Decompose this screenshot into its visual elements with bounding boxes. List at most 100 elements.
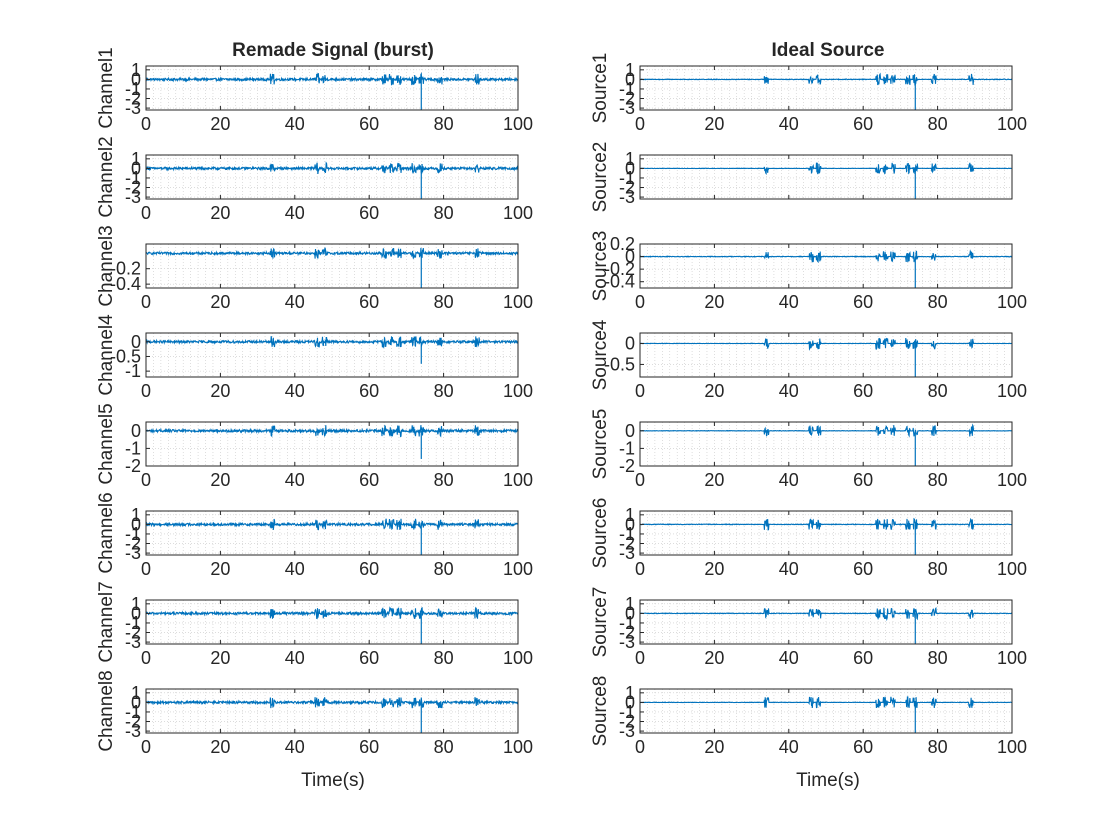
right-panel-3-x-tick-label: 80 <box>928 292 948 312</box>
right-panel-4-x-tick-label: 20 <box>704 381 724 401</box>
left-panel-1-y-tick-label: -1 <box>125 79 141 99</box>
right-panel-3-series-line <box>639 249 1013 264</box>
right-panel-7-y-tick-label: -2 <box>619 623 635 643</box>
right-panel-3-x-tick-label: 40 <box>779 292 799 312</box>
left-panel-4-x-tick-label: 0 <box>141 381 151 401</box>
left-panel-5-axes-frame <box>145 421 519 467</box>
right-panel-2-axes-frame <box>639 154 1013 200</box>
left-panel-5-x-tick-label: 0 <box>141 470 151 490</box>
right-panel-8-x-tick-label: 40 <box>779 737 799 757</box>
right-panel-6-series-line <box>639 517 1013 531</box>
right-panel-1-x-tick-label: 60 <box>853 114 873 134</box>
right-panel-1-x-tick-label: 40 <box>779 114 799 134</box>
left-panel-4-x-tick-label: 20 <box>210 381 230 401</box>
left-panel-6-y-tick-label: -2 <box>125 534 141 554</box>
right-panel-3-x-tick-label: 60 <box>853 292 873 312</box>
left-panel-3-x-tick-label: 100 <box>503 292 533 312</box>
right-panel-5-x-tick-label: 60 <box>853 470 873 490</box>
left-panel-6-x-tick-label: 40 <box>285 559 305 579</box>
right-panel-5-x-tick-label: 100 <box>997 470 1027 490</box>
left-panel-1-x-tick-label: 80 <box>434 114 454 134</box>
left-panel-2-x-tick-label: 80 <box>434 203 454 223</box>
right-panel-4-x-tick-label: 80 <box>928 381 948 401</box>
left-panel-7-y-tick-label: -2 <box>125 623 141 643</box>
right-panel-3-x-tick-label: 20 <box>704 292 724 312</box>
left-panel-5: 0 20 40 60 80 100 0-1-2 Channel5 <box>96 403 533 490</box>
right-panel-8-y-tick-label: 1 <box>625 683 635 703</box>
right-panel-7-y-tick-label: -3 <box>619 632 635 652</box>
left-panel-8-x-tick-label: 20 <box>210 737 230 757</box>
left-panel-5-x-tick-label: 60 <box>359 470 379 490</box>
right-panel-1-y-axis-label: Source1 <box>590 53 611 124</box>
left-panel-8-y-tick-label: 0 <box>131 692 141 712</box>
left-panel-2-x-tick-label: 60 <box>359 203 379 223</box>
left-panel-2-series-line <box>145 161 519 174</box>
right-panel-3-x-tick-label: 100 <box>997 292 1027 312</box>
left-panel-6-axes-frame <box>145 510 519 556</box>
right-panel-6-y-tick-label: 0 <box>625 514 635 534</box>
left-panel-5-x-tick-label: 80 <box>434 470 454 490</box>
right-panel-7-x-tick-label: 20 <box>704 648 724 668</box>
left-panel-3-series-line <box>145 247 519 259</box>
left-panel-7-x-tick-label: 100 <box>503 648 533 668</box>
right-panel-8-x-tick-label: 0 <box>635 737 645 757</box>
right-panel-6-y-tick-label: -2 <box>619 534 635 554</box>
left-panel-8-y-tick-label: -3 <box>125 721 141 741</box>
right-column-title: Ideal Source <box>772 40 885 61</box>
left-panel-7-y-axis-label: Channel7 <box>96 581 117 662</box>
left-panel-6-y-axis-label: Channel6 <box>96 492 117 573</box>
left-panel-8-y-tick-label: 1 <box>131 683 141 703</box>
left-panel-5-y-tick-label: 0 <box>131 421 141 441</box>
right-panel-3-y-axis-label: Source3 <box>590 231 611 302</box>
left-panel-1-y-tick-label: -3 <box>125 98 141 118</box>
left-panel-2-x-tick-label: 100 <box>503 203 533 223</box>
right-panel-4-x-tick-label: 0 <box>635 381 645 401</box>
left-panel-1-x-tick-label: 100 <box>503 114 533 134</box>
right-panel-1-x-tick-label: 20 <box>704 114 724 134</box>
right-panel-4-axes-frame <box>639 332 1013 378</box>
right-panel-2-y-tick-label: 0 <box>625 158 635 178</box>
right-panel-5: 0 20 40 60 80 100 0-1-2 Source5 <box>590 409 1027 490</box>
right-panel-7-x-tick-label: 60 <box>853 648 873 668</box>
right-panel-6-axes-frame <box>639 510 1013 556</box>
left-panel-6-y-tick-label: 1 <box>131 505 141 525</box>
left-panel-3-x-tick-label: 80 <box>434 292 454 312</box>
right-panel-8-x-tick-label: 100 <box>997 737 1027 757</box>
right-panel-4-series-line <box>639 337 1013 351</box>
right-panel-4-x-tick-label: 40 <box>779 381 799 401</box>
left-panel-3-x-tick-label: 0 <box>141 292 151 312</box>
left-panel-2-y-tick-label: 0 <box>131 158 141 178</box>
right-panel-1-y-tick-label: -2 <box>619 89 635 109</box>
right-panel-8-x-tick-label: 60 <box>853 737 873 757</box>
right-panel-5-x-tick-label: 0 <box>635 470 645 490</box>
left-panel-8-y-axis-label: Channel8 <box>96 670 117 751</box>
right-panel-4-y-tick-label: -0.5 <box>604 354 635 374</box>
left-panel-7-x-tick-label: 0 <box>141 648 151 668</box>
left-panel-1-y-axis-label: Channel1 <box>96 47 117 128</box>
right-panel-1-x-tick-label: 100 <box>997 114 1027 134</box>
left-panel-3-x-tick-label: 20 <box>210 292 230 312</box>
left-panel-4-x-tick-label: 40 <box>285 381 305 401</box>
left-panel-6-x-tick-label: 60 <box>359 559 379 579</box>
right-panel-1-axes-frame <box>639 65 1013 111</box>
right-panel-5-y-tick-label: -1 <box>619 438 635 458</box>
left-panel-8-x-tick-label: 60 <box>359 737 379 757</box>
left-panel-3-y-axis-label: Channel3 <box>96 225 117 306</box>
left-panel-2-x-tick-label: 0 <box>141 203 151 223</box>
right-panel-4-x-tick-label: 60 <box>853 381 873 401</box>
left-panel-6-x-tick-label: 0 <box>141 559 151 579</box>
right-panel-6-x-tick-label: 80 <box>928 559 948 579</box>
left-panel-8-y-tick-label: -1 <box>125 702 141 722</box>
left-panel-4-x-tick-label: 80 <box>434 381 454 401</box>
left-panel-1-x-tick-label: 40 <box>285 114 305 134</box>
left-panel-8-axes-frame <box>145 688 519 734</box>
right-panel-2-series-line <box>639 162 1012 176</box>
right-panel-2: 10-1-2-3 Source2 <box>590 142 1013 212</box>
